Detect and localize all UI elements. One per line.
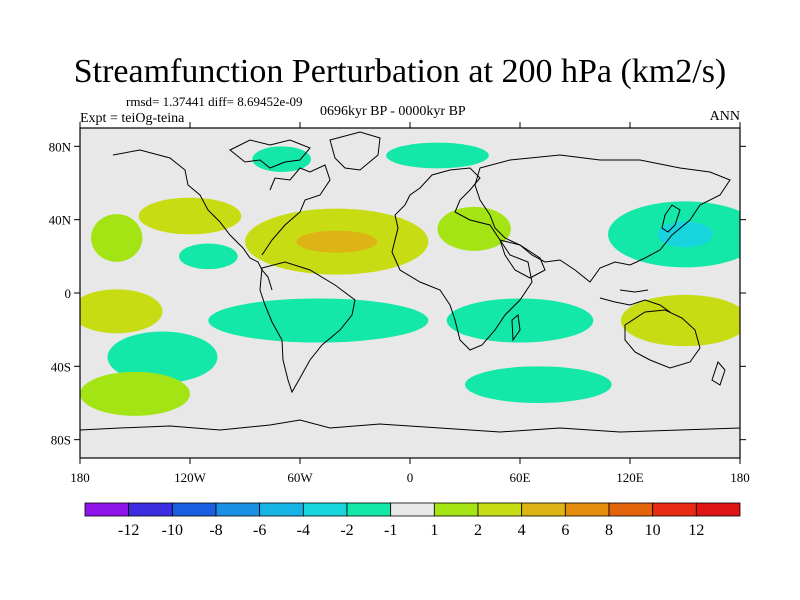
field-region-6 <box>386 142 489 169</box>
period-label: 0696kyr BP - 0000kyr BP <box>320 104 466 119</box>
colorbar-swatch-7 <box>390 502 435 517</box>
x-tick-label-6: 180 <box>730 470 750 485</box>
coastline-indonesia <box>599 289 671 313</box>
coastline-new-zealand <box>711 361 726 386</box>
y-tick-label-0: 80N <box>49 139 72 154</box>
field-region-0 <box>91 214 143 262</box>
colorbar-swatch-5 <box>302 502 348 517</box>
coastline-europe-africa <box>391 167 533 351</box>
colorbar-swatch-12 <box>608 502 654 517</box>
chart-title: Streamfunction Perturbation at 200 hPa (… <box>73 53 727 90</box>
field-region-1 <box>138 197 242 235</box>
colorbar-swatch-6 <box>346 502 392 517</box>
coastline-north-america <box>112 139 331 291</box>
field-region-9 <box>657 221 713 248</box>
colorbar-swatch-3 <box>215 502 261 517</box>
y-tick-label-1: 40N <box>49 213 72 228</box>
coastline-layer <box>80 131 740 433</box>
coastline-australia <box>624 309 701 369</box>
x-tick-label-4: 60E <box>510 470 531 485</box>
coastline-asia <box>474 154 731 283</box>
y-tick-label-3: 40S <box>51 359 71 374</box>
colorbar-swatch-1 <box>128 502 173 517</box>
x-tick-label-5: 120E <box>616 470 644 485</box>
colorbar-swatch-13 <box>652 502 697 517</box>
field-region-12 <box>208 298 429 343</box>
axis-ticks: 180 120W 60W 0 60E 120E 180 80N 40N 0 40S 80S <box>49 122 750 485</box>
colorbar-label-10: 6 <box>561 522 569 539</box>
colorbar-label-3: -6 <box>253 522 266 539</box>
colorbar-label-12: 10 <box>645 522 661 539</box>
field-region-10 <box>80 289 163 334</box>
coastline-madagascar <box>511 314 521 342</box>
field-region-15 <box>620 294 740 347</box>
colorbar-label-0: -12 <box>118 522 139 539</box>
y-tick-label-4: 80S <box>51 433 71 448</box>
colorbar-label-11: 8 <box>605 522 613 539</box>
colorbar-swatch-0 <box>84 502 130 517</box>
colorbar-label-2: -8 <box>209 522 222 539</box>
colorbar-label-6: -1 <box>384 522 397 539</box>
coastline-antarctica <box>80 419 740 433</box>
colorbar-label-9: 4 <box>518 522 526 539</box>
field-region-11 <box>107 331 218 383</box>
coastline-arabia <box>499 239 546 279</box>
colorbar-swatch-10 <box>521 502 566 517</box>
colorbar-label-4: -4 <box>297 522 310 539</box>
x-tick-label-0: 180 <box>70 470 90 485</box>
colorbar-swatch-8 <box>433 502 479 517</box>
stats-label: rmsd= 1.37441 diff= 8.69452e-09 <box>126 94 303 109</box>
coastline-japan <box>661 204 681 233</box>
colorbar-swatch-2 <box>171 502 217 517</box>
field-region-16 <box>80 371 190 416</box>
field-region-3 <box>252 146 311 173</box>
x-tick-label-3: 0 <box>407 470 414 485</box>
x-tick-label-2: 60W <box>287 470 313 485</box>
colorbar-label-13: 12 <box>688 522 704 539</box>
field-region-7 <box>437 206 511 251</box>
colorbar-swatch-9 <box>477 502 523 517</box>
colorbar-label-7: 1 <box>430 522 438 539</box>
colorbar: -12 -10 -8 -6 -4 -2 -1 1 2 4 6 8 10 12 <box>84 502 741 539</box>
coastline-greenland <box>329 131 381 171</box>
field-region-5 <box>296 230 377 253</box>
colorbar-label-5: -2 <box>340 522 353 539</box>
field-region-13 <box>446 298 594 343</box>
coastline-south-america <box>259 261 356 394</box>
colorbar-label-1: -10 <box>162 522 183 539</box>
field-region-2 <box>179 243 238 270</box>
map-background <box>80 128 740 458</box>
y-tick-label-2: 0 <box>65 286 72 301</box>
map-field-layer <box>80 128 740 458</box>
x-tick-label-1: 120W <box>174 470 207 485</box>
season-label: ANN <box>709 109 740 124</box>
colorbar-label-8: 2 <box>474 522 482 539</box>
colorbar-swatch-14 <box>695 502 741 517</box>
colorbar-swatch-11 <box>564 502 610 517</box>
colorbar-swatch-4 <box>259 502 304 517</box>
experiment-label: Expt = teiOg-teina <box>80 111 185 126</box>
field-region-14 <box>464 366 612 403</box>
